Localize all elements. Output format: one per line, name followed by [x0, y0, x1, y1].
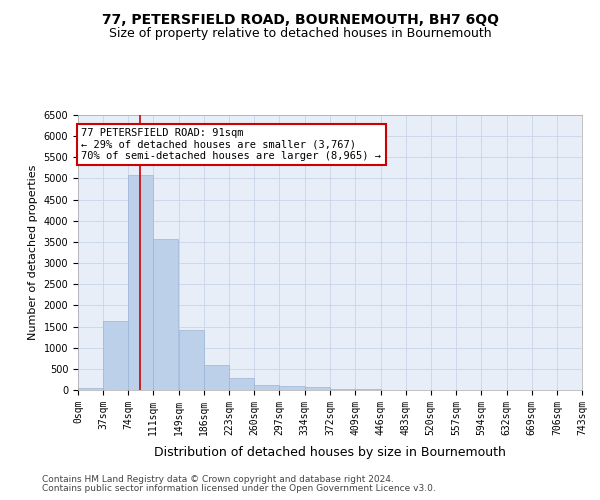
- Bar: [254, 385, 280, 390]
- Text: Size of property relative to detached houses in Bournemouth: Size of property relative to detached ho…: [109, 28, 491, 40]
- Text: Contains HM Land Registry data © Crown copyright and database right 2024.: Contains HM Land Registry data © Crown c…: [42, 476, 394, 484]
- Bar: [153, 240, 178, 390]
- Bar: [229, 378, 254, 390]
- Text: 77, PETERSFIELD ROAD, BOURNEMOUTH, BH7 6QQ: 77, PETERSFIELD ROAD, BOURNEMOUTH, BH7 6…: [101, 12, 499, 26]
- Bar: [280, 386, 305, 390]
- Y-axis label: Number of detached properties: Number of detached properties: [28, 165, 38, 340]
- Text: Contains public sector information licensed under the Open Government Licence v3: Contains public sector information licen…: [42, 484, 436, 493]
- Bar: [128, 175, 153, 390]
- Bar: [355, 389, 380, 390]
- Bar: [305, 387, 329, 390]
- Bar: [78, 388, 103, 390]
- X-axis label: Distribution of detached houses by size in Bournemouth: Distribution of detached houses by size …: [154, 446, 506, 459]
- Text: 77 PETERSFIELD ROAD: 91sqm
← 29% of detached houses are smaller (3,767)
70% of s: 77 PETERSFIELD ROAD: 91sqm ← 29% of deta…: [82, 128, 382, 161]
- Bar: [331, 388, 355, 390]
- Bar: [103, 322, 128, 390]
- Bar: [179, 330, 204, 390]
- Bar: [204, 366, 229, 390]
